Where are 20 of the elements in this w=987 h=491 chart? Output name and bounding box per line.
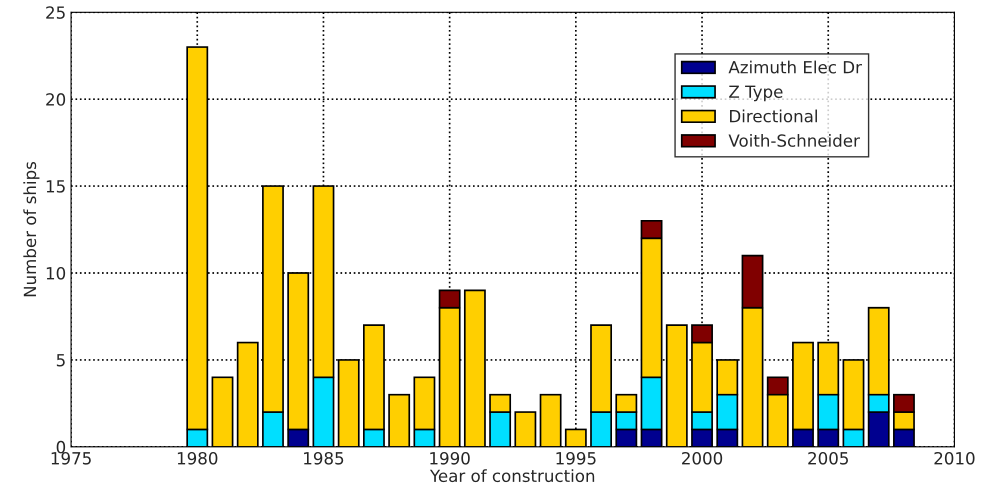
- y-tick-label: 15: [46, 180, 65, 193]
- x-tick-label: 1980: [178, 452, 218, 465]
- y-tick-label: 20: [46, 93, 66, 106]
- x-tick-label: 1990: [430, 452, 470, 465]
- y-tick-label: 10: [46, 266, 66, 280]
- legend-label: Z Type: [729, 86, 782, 102]
- x-tick-label: 2000: [682, 452, 722, 465]
- legend-label: Directional: [730, 110, 817, 122]
- legend-label: Voith-Schneider: [728, 134, 860, 147]
- legend-label: Azimuth Elec Dr: [728, 60, 862, 74]
- x-tick-label: 1995: [556, 452, 596, 465]
- x-tick-label: 1985: [304, 452, 344, 465]
- y-tick-label: 5: [56, 354, 65, 366]
- x-tick-label: 1975: [52, 452, 91, 465]
- x-axis-title: Year of construction: [430, 469, 594, 482]
- y-axis-title: Number of ships: [23, 162, 40, 296]
- y-tick-label: 25: [46, 6, 65, 19]
- y-tick-label: 0: [56, 440, 66, 454]
- x-tick-label: 2010: [934, 452, 975, 465]
- x-tick-label: 2005: [808, 452, 848, 465]
